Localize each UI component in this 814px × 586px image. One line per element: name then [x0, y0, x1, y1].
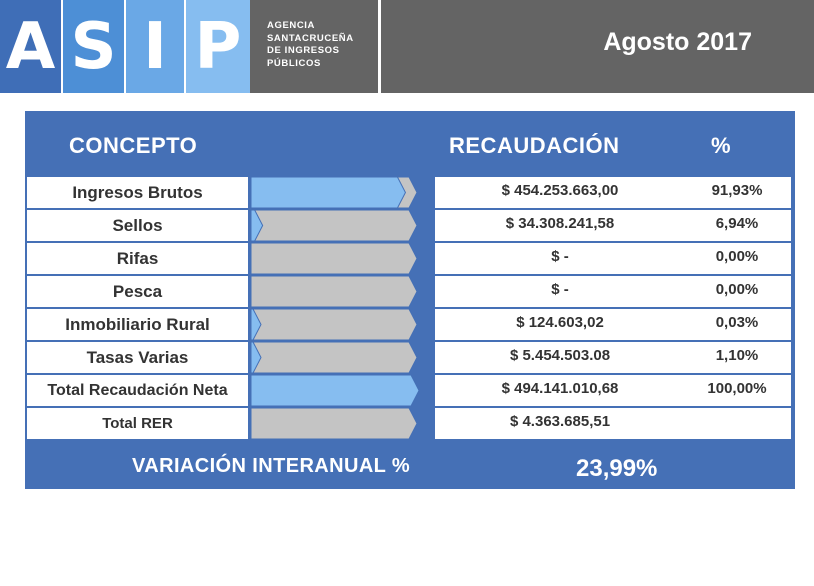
bar-background [251, 243, 418, 274]
bar-share [251, 210, 264, 241]
agency-line: AGENCIA [267, 20, 316, 31]
concepto-cell: Pesca [27, 276, 248, 307]
share-bar [251, 210, 418, 241]
value-cell: $ 454.253.663,00 91,93% [435, 177, 791, 208]
recaudacion-value: $ 454.253.663,00 [501, 182, 619, 199]
logo-letter-a: A [0, 0, 61, 93]
agency-line: PÚBLICOS [267, 57, 321, 69]
bar-background [251, 210, 418, 241]
table-row: Total RER $ 4.363.685,51 [27, 408, 791, 439]
share-bar-cell [251, 309, 433, 340]
logo-letter-i: I [126, 0, 184, 93]
percent-value: 6,94% [715, 215, 759, 232]
percent-value: 1,10% [715, 347, 759, 364]
share-bar [251, 309, 418, 340]
recaudacion-value: $ 4.363.685,51 [509, 413, 611, 430]
recaudacion-value: $ - [551, 281, 569, 298]
bar-background [251, 342, 418, 373]
recaudacion-value: $ 494.141.010,68 [501, 380, 619, 397]
variacion-interanual-label: VARIACIÓN INTERANUAL % [132, 455, 411, 477]
table-row: Inmobiliario Rural $ 124.603,02 0,03% [27, 309, 791, 340]
share-bar [251, 408, 418, 439]
concepto-cell: Sellos [27, 210, 248, 241]
share-bar-cell [251, 210, 433, 241]
agency-line: DE INGRESOS [267, 45, 340, 56]
percent-value: 91,93% [711, 182, 763, 199]
value-cell: $ 124.603,02 0,03% [435, 309, 791, 340]
share-bar [251, 375, 420, 406]
agency-name: AGENCIA SANTACRUCEÑA DE INGRESOS PÚBLICO… [250, 0, 378, 93]
bar-share [251, 342, 262, 373]
variacion-interanual-value: 23,99% [576, 455, 658, 482]
value-cell: $ 494.141.010,68 100,00% [435, 375, 791, 406]
share-bar [251, 276, 418, 307]
value-cell: $ - 0,00% [435, 276, 791, 307]
table-row: Sellos $ 34.308.241,58 6,94% [27, 210, 791, 241]
percent-value: 0,03% [715, 314, 759, 331]
value-cell: $ - 0,00% [435, 243, 791, 274]
column-header-concepto: CONCEPTO [69, 133, 198, 158]
revenue-table: CONCEPTO RECAUDACIÓN % Ingresos Brutos $ … [25, 111, 795, 489]
table-row: Pesca $ - 0,00% [27, 276, 791, 307]
concepto-cell: Total RER [27, 408, 248, 439]
percent-value: 0,00% [715, 281, 759, 298]
bar-background [251, 408, 418, 439]
share-bar-cell [251, 408, 433, 439]
share-bar-cell [251, 342, 433, 373]
concepto-cell: Tasas Varias [27, 342, 248, 373]
recaudacion-value: $ 5.454.503.08 [509, 347, 611, 364]
bar-background [251, 276, 418, 307]
concepto-cell: Ingresos Brutos [27, 177, 248, 208]
value-cell: $ 34.308.241,58 6,94% [435, 210, 791, 241]
share-bar [251, 177, 418, 208]
period-box: Agosto 2017 [381, 0, 814, 93]
concepto-cell: Rifas [27, 243, 248, 274]
bar-background [251, 309, 418, 340]
share-bar [251, 342, 418, 373]
header: A S I P AGENCIA SANTACRUCEÑA DE INGRESOS… [0, 0, 814, 93]
value-cell: $ 4.363.685,51 [435, 408, 791, 439]
bar-share [251, 375, 420, 406]
recaudacion-value: $ 34.308.241,58 [505, 215, 615, 232]
logo-letter-s: S [63, 0, 124, 93]
share-bar-cell [251, 276, 433, 307]
value-cell: $ 5.454.503.08 1,10% [435, 342, 791, 373]
recaudacion-value: $ 124.603,02 [516, 314, 604, 331]
table-row: Total Recaudación Neta $ 494.141.010,68 10… [27, 375, 791, 406]
table-row: Rifas $ - 0,00% [27, 243, 791, 274]
table-row: Ingresos Brutos $ 454.253.663,00 91,93% [27, 177, 791, 208]
column-header-percent: % [711, 133, 732, 158]
asip-logo: A S I P [0, 0, 250, 93]
table-row: Tasas Varias $ 5.454.503.08 1,10% [27, 342, 791, 373]
column-header-recaudacion: RECAUDACIÓN [449, 133, 620, 158]
share-bar-cell [251, 177, 433, 208]
percent-value: 0,00% [715, 248, 759, 265]
logo-letter-p: P [186, 0, 250, 93]
share-bar [251, 243, 418, 274]
share-bar-cell [251, 243, 433, 274]
period-title: Agosto 2017 [603, 28, 752, 56]
concepto-cell: Total Recaudación Neta [27, 375, 248, 406]
percent-value: 100,00% [707, 380, 767, 397]
share-bar-cell [251, 375, 433, 406]
recaudacion-value: $ - [551, 248, 569, 265]
concepto-cell: Inmobiliario Rural [27, 309, 248, 340]
bar-share [251, 177, 407, 208]
bar-share [251, 309, 262, 340]
agency-line: SANTACRUCEÑA [267, 32, 354, 44]
